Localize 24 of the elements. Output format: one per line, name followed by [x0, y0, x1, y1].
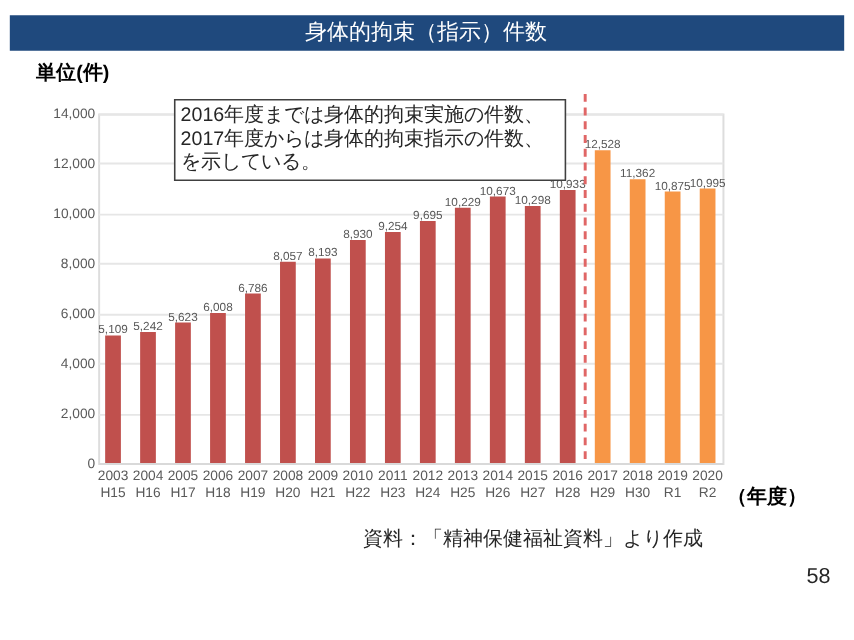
bar	[454, 207, 471, 463]
bar	[664, 191, 681, 463]
bar	[419, 220, 436, 463]
x-axis-title: （年度）	[727, 485, 808, 510]
bar	[629, 179, 646, 463]
bar	[140, 332, 156, 463]
bar	[280, 261, 296, 463]
bar	[699, 188, 716, 463]
bar	[559, 190, 576, 463]
bar	[349, 240, 366, 463]
bar	[245, 293, 261, 463]
chart-title: 身体的拘束（指示）件数	[305, 18, 548, 45]
bar	[175, 322, 191, 463]
annotation: 2016年度までは身体的拘束実施の件数、2017年度からは身体的拘束指示の件数、を示している。	[180, 103, 545, 175]
text: 資料：「精神保健福祉資料」より作成	[362, 527, 703, 552]
bar	[105, 335, 121, 463]
bar	[315, 258, 331, 463]
y-axis-title: 単位(件)	[34, 61, 110, 86]
bar	[594, 150, 611, 463]
bar	[524, 205, 541, 463]
bar	[210, 313, 226, 463]
bar	[384, 231, 401, 463]
bar	[489, 196, 506, 463]
text: 58	[806, 564, 831, 589]
